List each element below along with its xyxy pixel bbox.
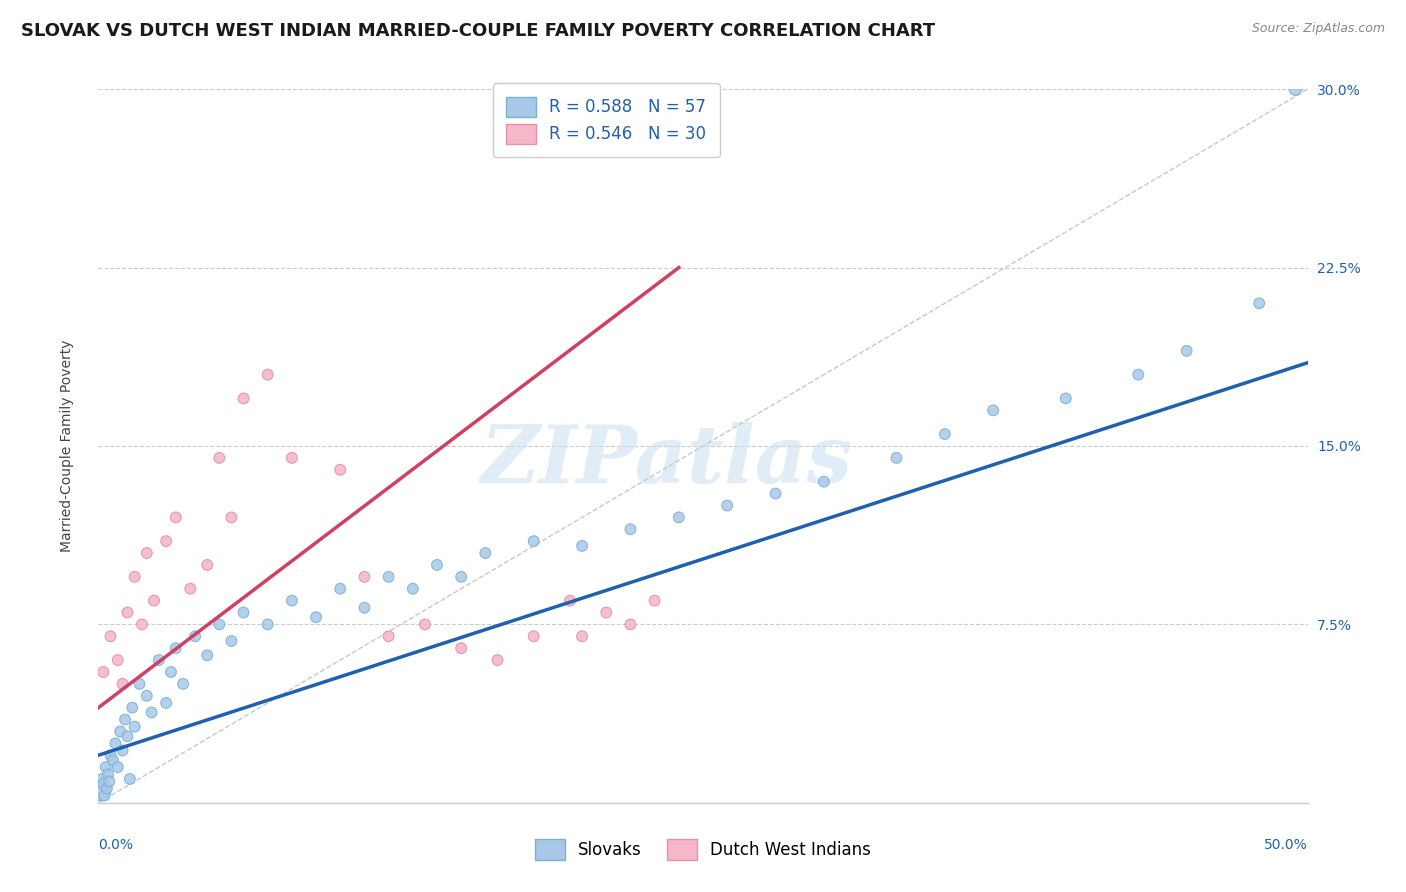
Point <box>107 760 129 774</box>
Point <box>571 539 593 553</box>
Point <box>353 570 375 584</box>
Point <box>135 546 157 560</box>
Point <box>426 558 449 572</box>
Point <box>413 617 436 632</box>
Point <box>114 713 136 727</box>
Point <box>305 610 328 624</box>
Point <box>131 617 153 632</box>
Point <box>716 499 738 513</box>
Point <box>558 593 581 607</box>
Point <box>450 641 472 656</box>
Point <box>595 606 617 620</box>
Point <box>619 522 641 536</box>
Point <box>96 781 118 796</box>
Point <box>91 665 114 679</box>
Text: 0.0%: 0.0% <box>98 838 134 853</box>
Text: ZIPatlas: ZIPatlas <box>481 422 853 499</box>
Point <box>765 486 787 500</box>
Point <box>104 736 127 750</box>
Point <box>98 774 121 789</box>
Point <box>377 629 399 643</box>
Point <box>179 582 201 596</box>
Point <box>107 653 129 667</box>
Point <box>571 629 593 643</box>
Point <box>1175 343 1198 358</box>
Point <box>523 629 546 643</box>
Point <box>329 582 352 596</box>
Point <box>117 606 139 620</box>
Point <box>474 546 496 560</box>
Point <box>644 593 666 607</box>
Point <box>195 648 218 663</box>
Point <box>160 665 183 679</box>
Point <box>221 634 243 648</box>
Point <box>141 706 163 720</box>
Point <box>108 724 131 739</box>
Point <box>94 760 117 774</box>
Text: Source: ZipAtlas.com: Source: ZipAtlas.com <box>1251 22 1385 36</box>
Point <box>93 789 115 803</box>
Point <box>172 677 194 691</box>
Point <box>111 743 134 757</box>
Point <box>117 729 139 743</box>
Point <box>668 510 690 524</box>
Point <box>450 570 472 584</box>
Point <box>111 677 134 691</box>
Point <box>208 617 231 632</box>
Point <box>184 629 207 643</box>
Point <box>118 772 141 786</box>
Point <box>256 368 278 382</box>
Point <box>377 570 399 584</box>
Point <box>1054 392 1077 406</box>
Point <box>101 753 124 767</box>
Point <box>221 510 243 524</box>
Point <box>155 696 177 710</box>
Point <box>124 570 146 584</box>
Point <box>981 403 1004 417</box>
Point <box>155 534 177 549</box>
Text: SLOVAK VS DUTCH WEST INDIAN MARRIED-COUPLE FAMILY POVERTY CORRELATION CHART: SLOVAK VS DUTCH WEST INDIAN MARRIED-COUP… <box>21 22 935 40</box>
Legend: Slovaks, Dutch West Indians: Slovaks, Dutch West Indians <box>522 826 884 873</box>
Text: 50.0%: 50.0% <box>1264 838 1308 853</box>
Point <box>619 617 641 632</box>
Y-axis label: Married-Couple Family Poverty: Married-Couple Family Poverty <box>60 340 75 552</box>
Point <box>165 641 187 656</box>
Point <box>208 450 231 465</box>
Point <box>329 463 352 477</box>
Point <box>523 534 546 549</box>
Point <box>100 748 122 763</box>
Point <box>91 777 114 791</box>
Point <box>486 653 509 667</box>
Point <box>281 593 304 607</box>
Point <box>934 427 956 442</box>
Point <box>1284 82 1306 96</box>
Point <box>135 689 157 703</box>
Point <box>121 700 143 714</box>
Point <box>1128 368 1150 382</box>
Point <box>232 606 254 620</box>
Point <box>91 772 114 786</box>
Point <box>1249 296 1271 310</box>
Point <box>97 767 120 781</box>
Point <box>90 784 112 798</box>
Point <box>143 593 166 607</box>
Point <box>195 558 218 572</box>
Point <box>353 600 375 615</box>
Point <box>886 450 908 465</box>
Point <box>281 450 304 465</box>
Point <box>232 392 254 406</box>
Point <box>165 510 187 524</box>
Point <box>128 677 150 691</box>
Point <box>124 720 146 734</box>
Point <box>813 475 835 489</box>
Point <box>148 653 170 667</box>
Point <box>100 629 122 643</box>
Point <box>402 582 425 596</box>
Point <box>256 617 278 632</box>
